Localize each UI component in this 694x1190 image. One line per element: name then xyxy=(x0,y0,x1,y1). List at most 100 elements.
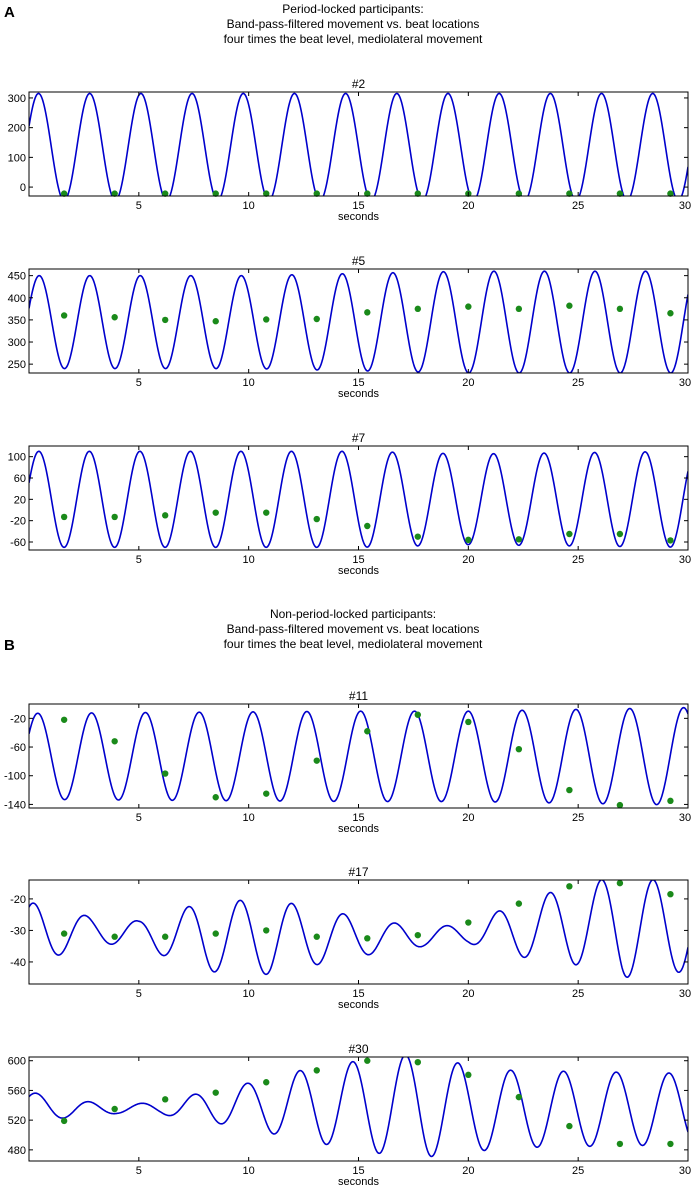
x-tick-label: 10 xyxy=(243,200,255,212)
beat-marker xyxy=(263,190,270,197)
beat-marker xyxy=(263,927,270,934)
x-tick-label: 20 xyxy=(462,554,474,566)
beat-marker xyxy=(364,522,371,530)
beat-marker xyxy=(161,770,169,777)
movement-line xyxy=(29,92,688,196)
y-tick-label: 20 xyxy=(14,494,26,506)
beat-marker xyxy=(667,1140,674,1148)
beat-marker xyxy=(313,757,320,764)
x-tick-label: 30 xyxy=(679,988,691,1000)
x-tick-label: 25 xyxy=(572,200,584,212)
y-tick-label: -20 xyxy=(10,713,26,725)
x-axis-label: seconds xyxy=(338,999,379,1011)
x-tick-label: 10 xyxy=(243,377,255,389)
subplot-title: #30 xyxy=(348,1042,368,1056)
y-tick-label: -100 xyxy=(4,771,26,783)
movement-line xyxy=(29,450,688,549)
beat-marker xyxy=(111,314,118,321)
x-tick-label: 20 xyxy=(462,812,474,824)
beat-marker xyxy=(616,879,624,887)
panel-a-heading-line-2: Band-pass-filtered movement vs. beat loc… xyxy=(227,17,480,31)
y-tick-label: -20 xyxy=(10,894,26,906)
beat-marker xyxy=(263,1079,270,1086)
beat-marker xyxy=(161,316,169,324)
beat-marker xyxy=(313,515,320,523)
y-tick-label: 520 xyxy=(8,1115,26,1127)
beat-marker xyxy=(667,890,674,898)
movement-line xyxy=(29,1057,688,1158)
beat-marker xyxy=(60,513,68,521)
subplot-p11: #11 5 10 15 20 25 30 -140 -100 -60 -20 seconds xyxy=(4,689,691,835)
x-tick-label: 15 xyxy=(352,200,364,212)
subplot-p30: #30 5 10 15 20 25 30 480 520 560 600 seconds xyxy=(8,1042,691,1188)
beat-marker xyxy=(566,786,573,794)
beat-marker xyxy=(161,933,169,940)
beat-marker xyxy=(364,1057,371,1064)
subplot-title: #17 xyxy=(348,865,368,879)
beat-marker xyxy=(313,933,320,940)
x-tick-label: 25 xyxy=(572,377,584,389)
x-tick-label: 5 xyxy=(136,554,142,566)
beat-marker xyxy=(566,883,573,890)
y-tick-label: -40 xyxy=(10,957,26,969)
axes-box xyxy=(28,879,689,985)
x-tick-label: 25 xyxy=(572,554,584,566)
beat-marker xyxy=(616,1140,624,1148)
beat-marker xyxy=(364,309,371,316)
beat-marker xyxy=(515,536,523,543)
x-tick-label: 15 xyxy=(352,812,364,824)
beat-marker xyxy=(616,190,624,197)
movement-line xyxy=(29,880,688,979)
beat-marker xyxy=(212,930,219,937)
beat-marker xyxy=(263,790,270,797)
y-tick-label: -60 xyxy=(10,537,26,549)
x-tick-label: 30 xyxy=(679,200,691,212)
beat-marker xyxy=(313,315,320,323)
beat-marker xyxy=(313,1067,320,1074)
y-tick-label: 300 xyxy=(8,337,26,349)
x-tick-label: 30 xyxy=(679,377,691,389)
beat-marker xyxy=(566,302,573,309)
y-tick-label: 250 xyxy=(8,359,26,371)
x-axis-label: seconds xyxy=(338,1176,379,1188)
beat-marker xyxy=(667,190,674,197)
x-tick-label: 20 xyxy=(462,1165,474,1177)
beat-marker xyxy=(566,1122,573,1130)
beat-marker xyxy=(515,305,523,313)
y-tick-label: 600 xyxy=(8,1056,26,1068)
beat-marker xyxy=(414,931,422,939)
beat-marker xyxy=(364,190,371,197)
beat-marker xyxy=(465,718,472,726)
panel-b-heading-line-3: four times the beat level, mediolateral … xyxy=(224,637,483,651)
x-tick-label: 15 xyxy=(352,1165,364,1177)
x-tick-label: 15 xyxy=(352,377,364,389)
beat-marker xyxy=(616,530,624,538)
beat-marker xyxy=(515,745,523,753)
beat-marker xyxy=(111,190,118,197)
movement-line xyxy=(29,706,688,806)
y-tick-label: -20 xyxy=(10,516,26,528)
y-tick-label: 400 xyxy=(8,293,26,305)
panel-b-heading-line-1: Non-period-locked participants: xyxy=(270,607,436,621)
beat-marker xyxy=(111,513,118,521)
beat-marker xyxy=(414,305,422,313)
beat-marker xyxy=(212,190,219,197)
panel-a-heading-line-1: Period-locked participants: xyxy=(282,2,423,16)
x-axis-label: seconds xyxy=(338,823,379,835)
panel-b-letter: B xyxy=(4,637,15,654)
x-tick-label: 5 xyxy=(136,988,142,1000)
y-tick-label: 200 xyxy=(8,123,26,135)
beat-marker xyxy=(263,316,270,323)
beat-marker xyxy=(465,303,472,310)
beat-marker xyxy=(212,1089,219,1096)
subplot-title: #5 xyxy=(352,254,366,268)
beat-marker xyxy=(60,1117,68,1125)
beat-marker xyxy=(667,537,674,544)
beat-marker xyxy=(364,728,371,735)
y-tick-label: -30 xyxy=(10,925,26,937)
y-tick-label: 100 xyxy=(8,152,26,164)
x-tick-label: 20 xyxy=(462,988,474,1000)
